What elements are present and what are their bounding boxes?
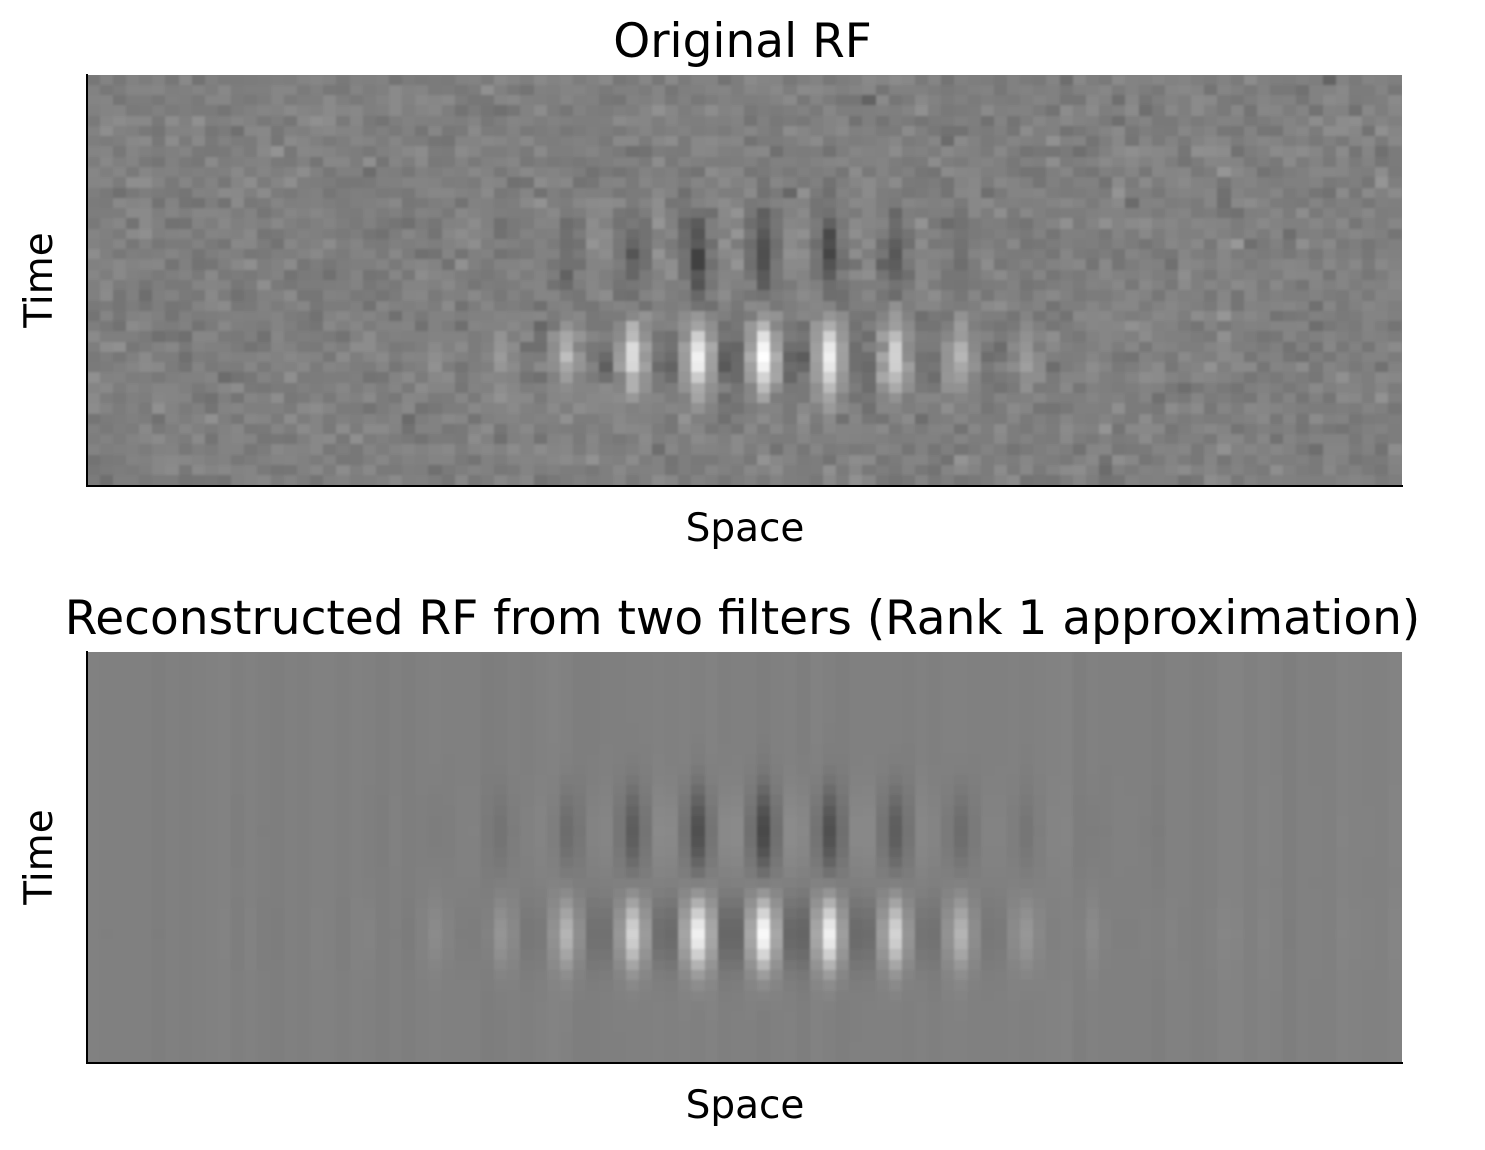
heatmap-original-canvas: [87, 75, 1402, 486]
x-axis-spine-original: [86, 485, 1403, 487]
y-axis-label-reconstructed: Time: [17, 809, 62, 905]
y-axis-spine-reconstructed: [86, 651, 88, 1064]
x-axis-label-reconstructed: Space: [685, 1083, 805, 1128]
y-axis-spine-original: [86, 74, 88, 487]
chart-title-reconstructed: Reconstructed RF from two filters (Rank …: [64, 591, 1421, 646]
y-axis-label-original: Time: [17, 232, 62, 328]
x-axis-spine-reconstructed: [86, 1062, 1403, 1064]
x-axis-label-original: Space: [685, 506, 805, 551]
heatmap-original: [87, 75, 1402, 486]
heatmap-reconstructed: [87, 652, 1402, 1063]
heatmap-reconstructed-canvas: [87, 652, 1402, 1063]
chart-title-original: Original RF: [613, 14, 872, 69]
